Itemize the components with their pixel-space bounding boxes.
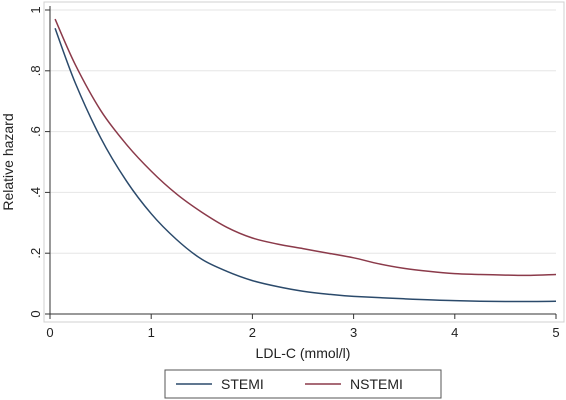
x-tick-label: 0: [46, 325, 53, 340]
x-tick-label: 5: [552, 325, 559, 340]
x-tick-label: 4: [451, 325, 458, 340]
axes: [49, 6, 556, 315]
x-tick-label: 2: [249, 325, 256, 340]
y-tick-label: .8: [28, 65, 43, 76]
x-axis-ticks: 0 1 2 3 4 5: [46, 314, 560, 340]
legend: STEMI NSTEMI: [164, 369, 442, 399]
y-tick-label: .6: [28, 126, 43, 137]
y-axis-title: Relative hazard: [0, 113, 16, 210]
y-axis-ticks: 0 .2 .4 .6 .8 1: [28, 6, 50, 318]
plot-area-frame: [43, 1, 565, 323]
series-line-nstemi: [54, 18, 557, 277]
y-tick-label: .4: [28, 187, 43, 198]
y-tick-label: .2: [28, 248, 43, 259]
y-tick-label: 0: [28, 310, 43, 317]
y-tick-label: 1: [28, 6, 43, 13]
x-tick-label: 1: [148, 325, 155, 340]
series-lines: [54, 18, 557, 303]
x-tick-label: 3: [350, 325, 357, 340]
x-axis-title: LDL-C (mmol/l): [256, 345, 351, 361]
legend-label-stemi: STEMI: [221, 376, 264, 392]
series-line-stemi: [54, 27, 557, 303]
gridlines: [50, 9, 556, 315]
legend-label-nstemi: NSTEMI: [350, 376, 403, 392]
